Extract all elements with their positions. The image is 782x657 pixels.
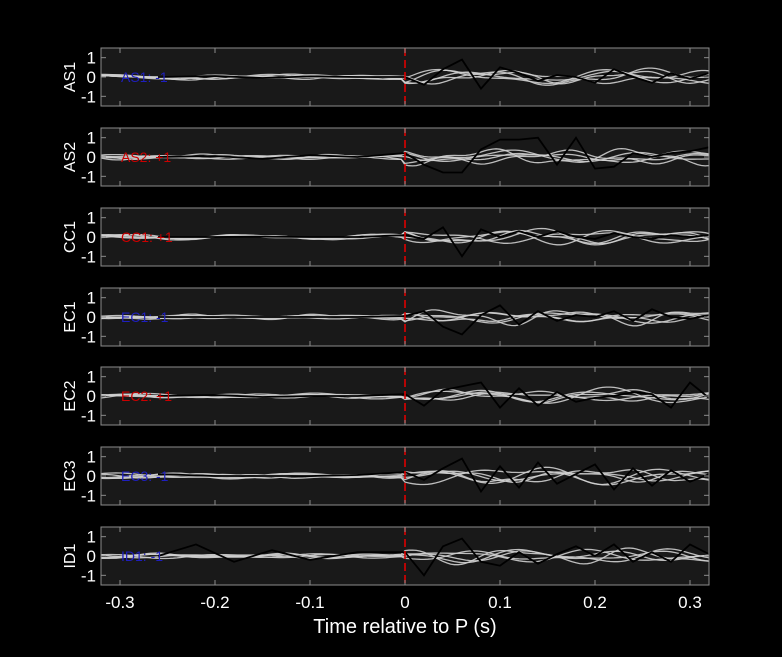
polarity-annotation: AS2: +1 (121, 149, 171, 165)
y-tick-label: -1 (81, 566, 96, 585)
y-tick-label: 1 (87, 528, 96, 547)
main-trace (157, 457, 709, 494)
y-tick-label: -1 (81, 247, 96, 266)
x-axis: -0.3 -0.2 -0.1 0 0.1 0.2 0.3 (105, 593, 701, 612)
main-trace (157, 58, 709, 91)
station-label: AS1 (62, 62, 79, 92)
ensemble-trace (101, 309, 709, 327)
polarity-annotation: EC1: -1 (121, 309, 169, 325)
y-tick-label: -1 (81, 327, 96, 346)
main-trace (158, 226, 709, 258)
y-tick-label: 0 (87, 148, 96, 167)
y-tick-label: 0 (87, 467, 96, 486)
station-label: ID1 (62, 543, 79, 568)
y-tick-label: 0 (87, 228, 96, 247)
polarity-annotation: EC3: -1 (121, 468, 169, 484)
x-tick-label: -0.3 (105, 593, 134, 612)
x-tick-label: 0.1 (488, 593, 512, 612)
main-trace (157, 136, 709, 174)
plot-area (101, 136, 709, 174)
y-tick-label: -1 (81, 167, 96, 186)
station-label: EC1 (62, 301, 79, 332)
x-tick-label: -0.1 (295, 593, 324, 612)
station-label: EC2 (62, 380, 79, 411)
ensemble-trace (101, 547, 709, 566)
polarity-annotation: AS1: -1 (121, 69, 168, 85)
ensemble-trace (101, 469, 709, 486)
polarity-annotation: ID1: -1 (121, 548, 163, 564)
main-trace (158, 304, 709, 336)
x-tick-label: 0 (400, 593, 409, 612)
y-tick-label: 0 (87, 387, 96, 406)
y-tick-label: 0 (87, 308, 96, 327)
station-label: AS2 (62, 142, 79, 172)
y-tick-label: 1 (87, 129, 96, 148)
station-label: CC1 (62, 221, 79, 253)
y-tick-label: 0 (87, 68, 96, 87)
y-tick-label: 1 (87, 49, 96, 68)
x-axis-label: Time relative to P (s) (313, 616, 496, 638)
y-tick-label: -1 (81, 486, 96, 505)
y-tick-label: 1 (87, 289, 96, 308)
polarity-annotation: EC2: +1 (121, 388, 172, 404)
y-tick-label: 1 (87, 368, 96, 387)
main-trace (157, 381, 709, 409)
x-tick-label: -0.2 (200, 593, 229, 612)
y-tick-label: -1 (81, 87, 96, 106)
y-tick-label: 1 (87, 209, 96, 228)
y-tick-label: 0 (87, 547, 96, 566)
station-label: EC3 (62, 460, 79, 491)
x-tick-label: 0.3 (678, 593, 702, 612)
main-trace (157, 537, 709, 577)
y-tick-label: -1 (81, 406, 96, 425)
x-tick-label: 0.2 (583, 593, 607, 612)
y-tick-label: 1 (87, 448, 96, 467)
polarity-annotation: CC1: +1 (121, 229, 173, 245)
ensemble-trace (101, 67, 709, 86)
